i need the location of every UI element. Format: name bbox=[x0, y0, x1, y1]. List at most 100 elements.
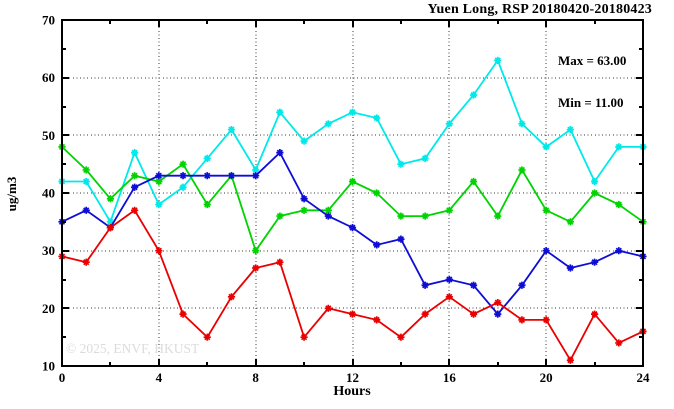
series-red-marker bbox=[131, 206, 139, 214]
y-tick-label: 10 bbox=[42, 359, 55, 374]
series-red-marker bbox=[203, 333, 211, 341]
series-red-marker bbox=[106, 224, 115, 232]
x-tick-label: 8 bbox=[252, 370, 259, 385]
series-red-marker bbox=[469, 310, 478, 318]
series-red-marker bbox=[82, 258, 90, 266]
min-annotation: Min = 11.00 bbox=[558, 95, 624, 110]
series-blue-marker bbox=[203, 172, 211, 180]
series-blue-marker bbox=[300, 195, 308, 203]
series-green-marker bbox=[203, 200, 211, 209]
series-green-marker bbox=[276, 212, 284, 220]
series-red-marker bbox=[227, 293, 236, 301]
series-cyan-marker bbox=[179, 183, 187, 191]
chart-title: Yuen Long, RSP 20180420-20180423 bbox=[427, 2, 652, 17]
series-green-marker bbox=[82, 166, 90, 174]
series-cyan-marker bbox=[106, 218, 115, 226]
series-blue-marker bbox=[615, 247, 623, 255]
x-tick-label: 16 bbox=[443, 370, 457, 385]
series-green-marker bbox=[324, 206, 332, 214]
max-annotation: Max = 63.00 bbox=[558, 53, 627, 68]
series-green-marker bbox=[348, 177, 357, 186]
x-tick-label: 24 bbox=[637, 370, 651, 385]
series-blue-marker bbox=[324, 212, 332, 220]
series-red-marker bbox=[445, 293, 453, 301]
stat-annotations: Max = 63.00 Min = 11.00 bbox=[558, 26, 626, 138]
series-red-marker bbox=[518, 316, 526, 324]
series-red-marker bbox=[590, 310, 599, 318]
series-blue-marker bbox=[421, 281, 429, 289]
series-cyan-marker bbox=[82, 177, 90, 186]
series-cyan-marker bbox=[518, 120, 526, 128]
series-blue-marker bbox=[252, 172, 260, 180]
x-axis-label: Hours bbox=[333, 384, 371, 399]
series-blue-marker bbox=[348, 224, 357, 232]
series-cyan-marker bbox=[373, 114, 381, 122]
y-axis-label: ug/m3 bbox=[4, 176, 19, 212]
series-green-marker bbox=[252, 247, 260, 255]
series-cyan-marker bbox=[227, 125, 236, 134]
series-cyan-marker bbox=[421, 154, 429, 162]
series-blue-marker bbox=[469, 281, 478, 289]
series-cyan-marker bbox=[542, 143, 550, 151]
series-red-marker bbox=[155, 247, 163, 255]
series-red-marker bbox=[324, 304, 332, 312]
series-red-marker bbox=[542, 316, 550, 324]
series-blue-marker bbox=[155, 172, 163, 180]
series-blue-marker bbox=[494, 310, 502, 318]
series-blue-marker bbox=[397, 235, 405, 243]
x-tick-label: 0 bbox=[59, 370, 66, 385]
series-green-marker bbox=[566, 218, 574, 226]
series-red-marker bbox=[348, 310, 357, 318]
y-tick-label: 60 bbox=[42, 70, 55, 85]
y-tick-label: 30 bbox=[42, 243, 55, 258]
series-cyan-marker bbox=[276, 108, 284, 116]
series-green-marker bbox=[494, 212, 502, 220]
series-green-marker bbox=[300, 206, 308, 214]
series-green-marker bbox=[397, 212, 405, 220]
series-red-marker bbox=[252, 264, 260, 272]
y-tick-label: 50 bbox=[42, 128, 55, 143]
series-red-marker bbox=[373, 316, 381, 324]
series-green-marker bbox=[155, 177, 163, 186]
series-green bbox=[58, 143, 647, 255]
series-cyan-marker bbox=[566, 125, 574, 134]
series-green-marker bbox=[131, 172, 139, 180]
series-green-marker bbox=[518, 166, 526, 174]
series-cyan-marker bbox=[348, 108, 357, 116]
x-tick-label: 12 bbox=[346, 370, 359, 385]
series-blue-marker bbox=[542, 247, 550, 255]
series-blue-marker bbox=[590, 258, 599, 266]
series-cyan-marker bbox=[203, 154, 211, 162]
series-red-marker bbox=[179, 310, 187, 318]
series-blue-marker bbox=[179, 172, 187, 180]
y-tick-label: 40 bbox=[42, 186, 55, 201]
series-green-marker bbox=[445, 206, 453, 214]
series-cyan-marker bbox=[131, 149, 139, 157]
series-blue-marker bbox=[445, 275, 453, 284]
series-cyan-marker bbox=[252, 166, 260, 174]
series-blue-marker bbox=[131, 183, 139, 191]
series-cyan-marker bbox=[494, 56, 502, 64]
watermark: © 2025, ENVF, HKUST bbox=[66, 341, 200, 356]
series-green-marker bbox=[615, 200, 623, 209]
series-blue-marker bbox=[82, 206, 90, 214]
series-cyan-marker bbox=[300, 137, 308, 145]
x-tick-label: 4 bbox=[156, 370, 163, 385]
series-green-marker bbox=[106, 195, 115, 203]
series-green-marker bbox=[542, 206, 550, 214]
series-green-marker bbox=[179, 160, 187, 168]
series-cyan-line bbox=[62, 58, 643, 224]
series-green-marker bbox=[590, 189, 599, 197]
series-green-marker bbox=[469, 177, 478, 186]
series-cyan-marker bbox=[155, 200, 163, 209]
series-blue-marker bbox=[373, 241, 381, 249]
series-cyan-marker bbox=[445, 120, 453, 128]
series-red-marker bbox=[615, 339, 623, 347]
y-tick-label: 70 bbox=[42, 13, 55, 28]
series-blue-marker bbox=[518, 281, 526, 289]
series-cyan-marker bbox=[469, 91, 478, 99]
series-blue-marker bbox=[227, 172, 236, 180]
series-red-marker bbox=[300, 333, 308, 341]
series-red-marker bbox=[397, 333, 405, 341]
